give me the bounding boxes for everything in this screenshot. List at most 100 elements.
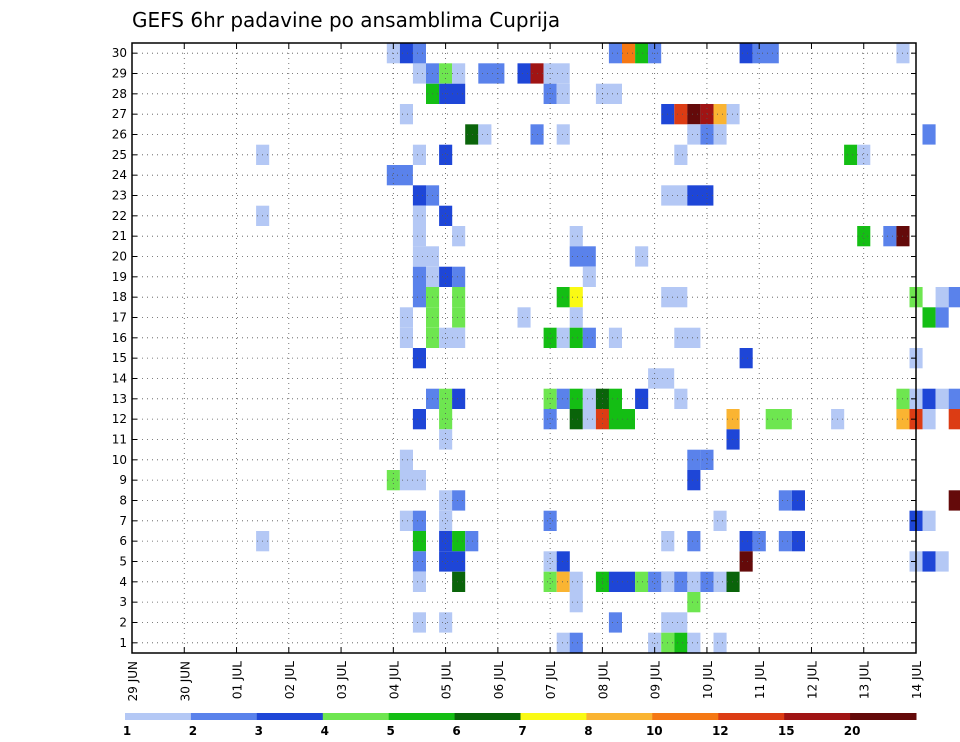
heatmap-cell bbox=[412, 144, 426, 165]
heatmap-cell bbox=[726, 571, 740, 592]
colorbar-swatch bbox=[256, 713, 324, 720]
y-tick-label: 26 bbox=[112, 127, 127, 141]
heatmap-cell bbox=[543, 409, 557, 430]
heatmap-cell bbox=[412, 571, 426, 592]
heatmap-cell bbox=[399, 510, 413, 531]
heatmap-cell bbox=[739, 348, 753, 369]
colorbar-label: 8 bbox=[584, 724, 592, 738]
heatmap-cell bbox=[556, 632, 570, 653]
heatmap-cell bbox=[713, 510, 727, 531]
colorbar-swatch bbox=[850, 713, 917, 720]
heatmap-cell bbox=[412, 287, 426, 308]
x-tick-label: 01 JUL bbox=[231, 661, 245, 699]
x-tick-label: 09 JUL bbox=[649, 661, 663, 699]
heatmap-cell bbox=[674, 571, 688, 592]
heatmap-cell bbox=[569, 632, 583, 653]
heatmap-cell bbox=[439, 205, 453, 226]
heatmap-cell bbox=[412, 63, 426, 84]
heatmap-cell bbox=[608, 43, 622, 64]
heatmap-cell bbox=[452, 571, 466, 592]
colorbar-swatch bbox=[322, 713, 390, 720]
colorbar-swatch bbox=[784, 713, 851, 720]
y-tick-label: 7 bbox=[119, 514, 127, 528]
x-tick-label: 04 JUL bbox=[387, 661, 401, 699]
heatmap-cell bbox=[439, 531, 453, 552]
heatmap-cell bbox=[412, 246, 439, 267]
heatmap-cell bbox=[765, 409, 792, 430]
x-tick-label: 06 JUL bbox=[492, 661, 506, 699]
grid-lines bbox=[132, 43, 916, 653]
y-tick-label: 25 bbox=[112, 148, 127, 162]
y-tick-label: 2 bbox=[119, 615, 127, 629]
heatmap-cell bbox=[412, 551, 426, 572]
y-tick-label: 22 bbox=[112, 209, 127, 223]
heatmap-cell bbox=[386, 165, 413, 186]
colorbar: 1 2 3 4 5 6 7 8 10 12 15 20 bbox=[123, 713, 917, 738]
heatmap-cell bbox=[752, 43, 779, 64]
chart-title: GEFS 6hr padavine po ansamblima Cuprija bbox=[132, 8, 560, 32]
colorbar-swatch bbox=[454, 713, 521, 720]
y-tick-label: 29 bbox=[112, 66, 127, 80]
colorbar-swatch bbox=[718, 713, 785, 720]
heatmap-cell bbox=[778, 531, 792, 552]
heatmap-cell bbox=[452, 307, 466, 328]
heatmap-cell bbox=[635, 246, 649, 267]
y-tick-label: 18 bbox=[112, 290, 127, 304]
heatmap-cell bbox=[713, 571, 727, 592]
heatmap-cell bbox=[543, 327, 557, 348]
heatmap-cell bbox=[674, 144, 688, 165]
y-tick-label: 24 bbox=[112, 168, 127, 182]
heatmap-cell bbox=[857, 226, 871, 247]
heatmap-cell bbox=[543, 551, 557, 572]
heatmap-cell bbox=[452, 63, 466, 84]
heatmap-cell bbox=[935, 551, 949, 572]
heatmap-cell bbox=[922, 551, 936, 572]
heatmap-cell bbox=[726, 429, 740, 450]
heatmap-cell bbox=[569, 571, 583, 592]
y-tick-label: 13 bbox=[112, 392, 127, 406]
colorbar-swatch bbox=[190, 713, 258, 720]
heatmap-cells bbox=[256, 43, 960, 653]
heatmap-cell bbox=[661, 287, 688, 308]
heatmap-cell bbox=[412, 226, 426, 247]
heatmap-cell bbox=[556, 83, 570, 104]
y-tick-label: 12 bbox=[112, 412, 127, 426]
heatmap-cell bbox=[439, 409, 453, 430]
y-tick-label: 6 bbox=[119, 534, 127, 548]
colorbar-label: 20 bbox=[844, 724, 861, 738]
heatmap-cell bbox=[465, 531, 479, 552]
heatmap-cell bbox=[922, 388, 936, 409]
heatmap-cell bbox=[674, 632, 688, 653]
y-tick-label: 15 bbox=[112, 351, 127, 365]
heatmap-cell bbox=[556, 124, 570, 145]
heatmap-cell bbox=[687, 185, 714, 206]
heatmap-cell bbox=[556, 571, 570, 592]
colorbar-label: 6 bbox=[452, 724, 460, 738]
heatmap-cell bbox=[648, 632, 662, 653]
heatmap-cell bbox=[543, 571, 557, 592]
heatmap-cell bbox=[517, 63, 531, 84]
x-tick-label: 12 JUL bbox=[805, 661, 819, 699]
heatmap-cell bbox=[687, 104, 701, 125]
colorbar-label: 4 bbox=[321, 724, 329, 738]
colorbar-label: 5 bbox=[387, 724, 395, 738]
heatmap-cell bbox=[752, 531, 766, 552]
heatmap-cell bbox=[661, 185, 688, 206]
y-tick-label: 11 bbox=[112, 432, 127, 446]
heatmap-cell bbox=[412, 266, 426, 287]
heatmap-cell bbox=[948, 409, 960, 430]
y-tick-label: 21 bbox=[112, 229, 127, 243]
heatmap-cell bbox=[608, 388, 622, 409]
heatmap-cell bbox=[700, 449, 714, 470]
heatmap-cell bbox=[582, 327, 596, 348]
heatmap-cell bbox=[687, 470, 701, 491]
y-tick-label: 3 bbox=[119, 595, 127, 609]
heatmap-cell bbox=[922, 124, 936, 145]
y-tick-label: 20 bbox=[112, 249, 127, 263]
heatmap-cell bbox=[399, 327, 413, 348]
heatmap-cell bbox=[713, 124, 727, 145]
heatmap-cell bbox=[739, 43, 753, 64]
x-tick-label: 10 JUL bbox=[701, 661, 715, 699]
heatmap-cell bbox=[948, 490, 960, 511]
